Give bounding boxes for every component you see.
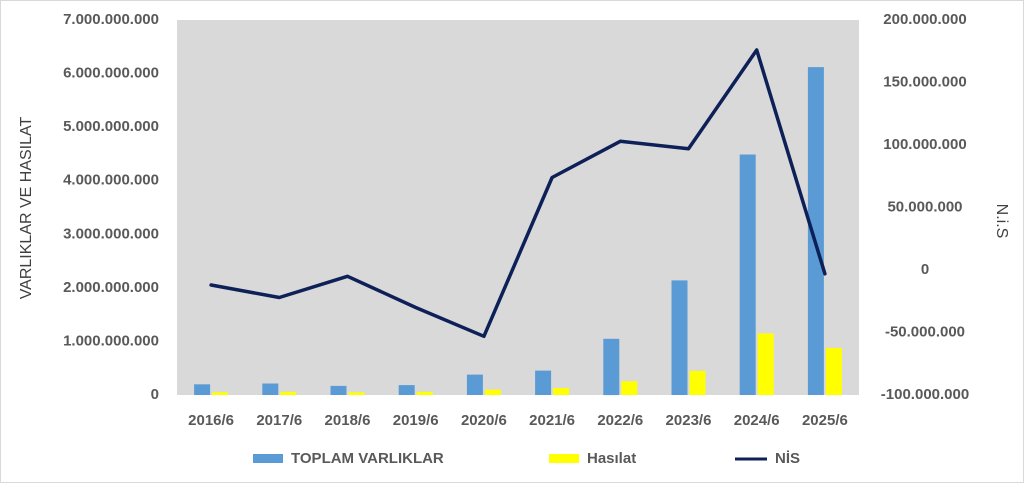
x-tick-label: 2018/6 [325, 412, 371, 429]
bar-hasilat-4 [484, 389, 501, 395]
bar-hasilat-6 [621, 381, 638, 395]
x-tick-label: 2025/6 [802, 412, 848, 429]
plot-area [177, 20, 859, 395]
legend-swatch-hasilat [549, 454, 579, 463]
left-tick-label: 0 [151, 386, 159, 403]
right-tick-label: 200.000.000 [883, 11, 966, 28]
legend-label-hasilat: Hasılat [587, 450, 636, 467]
bar-toplam-varliklar-1 [262, 383, 279, 395]
bar-hasilat-1 [280, 391, 297, 395]
line-layer [209, 48, 827, 339]
legend-swatch-toplam-varliklar [253, 454, 283, 463]
legend-label-toplam-varliklar: TOPLAM VARLIKLAR [291, 450, 444, 467]
left-tick-label: 3.000.000.000 [63, 225, 159, 242]
x-tick-label: 2017/6 [256, 412, 302, 429]
x-tick-label: 2021/6 [529, 412, 575, 429]
right-tick-label: 50.000.000 [887, 198, 962, 215]
x-tick-label: 2023/6 [666, 412, 712, 429]
left-tick-label: 6.000.000.000 [63, 65, 159, 82]
x-tick-label: 2022/6 [597, 412, 643, 429]
left-axis-ticks: 0 1.000.000.000 2.000.000.000 3.000.000.000… [63, 11, 159, 403]
left-tick-label: 7.000.000.000 [63, 11, 159, 28]
right-tick-label: 0 [921, 261, 929, 278]
bar-hasilat-8 [757, 333, 774, 395]
right-tick-label: -50.000.000 [885, 323, 965, 340]
bars-layer [194, 67, 842, 396]
left-axis-title: VARLIKLAR VE HASILAT [18, 116, 35, 299]
bar-toplam-varliklar-9 [807, 67, 824, 395]
left-tick-label: 1.000.000.000 [63, 332, 159, 349]
x-tick-label: 2016/6 [188, 412, 234, 429]
legend-label-nis: NİS [775, 450, 800, 467]
right-tick-label: 100.000.000 [883, 136, 966, 153]
bar-hasilat-5 [553, 388, 570, 395]
x-tick-label: 2019/6 [393, 412, 439, 429]
bar-toplam-varliklar-4 [466, 374, 483, 395]
x-tick-label: 2024/6 [734, 412, 780, 429]
right-tick-label: 150.000.000 [883, 73, 966, 90]
legend: TOPLAM VARLIKLAR Hasılat NİS [253, 450, 800, 467]
right-tick-label: -100.000.000 [881, 386, 969, 403]
bar-hasilat-7 [689, 370, 706, 395]
bar-toplam-varliklar-0 [194, 384, 211, 395]
bar-toplam-varliklar-7 [671, 280, 688, 395]
bar-toplam-varliklar-3 [398, 385, 415, 395]
bar-toplam-varliklar-8 [739, 154, 756, 395]
bar-hasilat-2 [348, 392, 365, 395]
right-axis-title: N.i.S [993, 204, 1010, 239]
bar-toplam-varliklar-6 [603, 338, 620, 396]
bar-hasilat-3 [416, 391, 433, 395]
x-axis-ticks: 2016/6 2017/6 2018/6 2019/6 2020/6 2021/6 2022… [188, 412, 848, 429]
left-tick-label: 5.000.000.000 [63, 118, 159, 135]
bar-hasilat-9 [825, 347, 842, 395]
bar-toplam-varliklar-2 [330, 385, 347, 395]
right-axis-ticks: -100.000.000 -50.000.000 0 50.000.000 100.00… [881, 11, 969, 403]
left-tick-label: 2.000.000.000 [63, 279, 159, 296]
left-tick-label: 4.000.000.000 [63, 172, 159, 189]
bar-toplam-varliklar-5 [535, 370, 552, 395]
line-nis [209, 48, 827, 339]
x-tick-label: 2020/6 [461, 412, 507, 429]
bar-hasilat-0 [212, 392, 229, 395]
